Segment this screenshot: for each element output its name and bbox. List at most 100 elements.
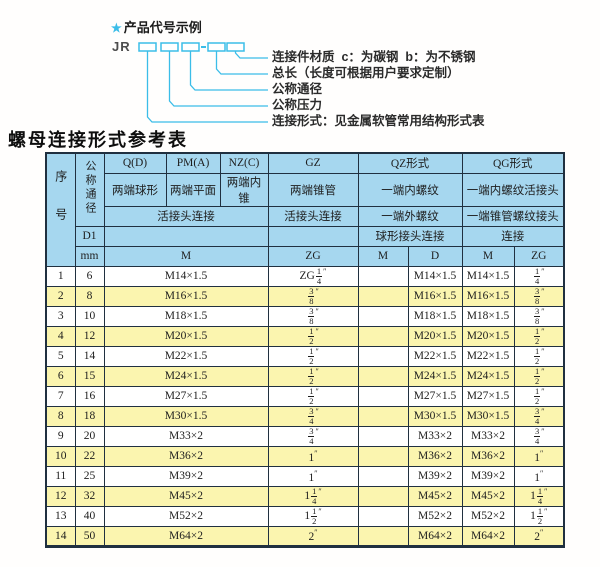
cell-qz-m	[357, 465, 409, 487]
table-row: 14 50 M64×2 2″ M64×2 M64×2 2″	[45, 525, 565, 547]
header-empty-2	[267, 225, 359, 247]
cell-dn: 6	[74, 265, 105, 287]
cell-qg-m: M24×1.5	[461, 365, 515, 387]
cell-qg-m: M36×2	[461, 445, 515, 467]
cell-seq: 9	[45, 425, 76, 447]
cell-gz-zg: 1 2 ″	[267, 365, 359, 387]
cell-dn: 40	[74, 505, 105, 527]
cell-qg-zg: 2″	[513, 525, 565, 547]
cell-seq: 13	[45, 505, 76, 527]
cell-qz-m	[357, 265, 409, 287]
label-material: 连接件材质 c：为碳钢 b：为不锈钢	[272, 50, 476, 64]
desc-qz: 一端内螺纹	[357, 172, 463, 207]
cell-m: M64×2	[103, 525, 269, 547]
cell-dn: 14	[74, 345, 105, 367]
cell-m: M24×1.5	[103, 365, 269, 387]
code-box-2	[160, 42, 179, 52]
cell-qg-zg: 1 4 ″	[513, 265, 565, 287]
code-box-1	[138, 42, 157, 52]
cell-gz-zg: ZG 1 4 ″	[267, 265, 359, 287]
table-row: 2 8 M16×1.5 3 8 ″ M16×1.5 M16×1.5 3 8 ″	[45, 285, 565, 307]
col-header-pm: PM(A)	[165, 152, 221, 174]
cell-qg-zg: 1 1 4 ″	[513, 485, 565, 507]
col-header-nz: NZ(C)	[219, 152, 269, 174]
label-connection-form: 连接形式：见金属软管常用结构形式表	[272, 114, 485, 128]
conn-qg-simple: 连接	[461, 225, 565, 247]
col-header-qz: QZ形式	[357, 152, 463, 174]
header-zg: ZG	[267, 245, 359, 267]
desc-qg: 一端内螺纹活接头	[461, 172, 565, 207]
desc-gz: 两端锥管	[267, 172, 359, 207]
cell-qg-zg: 3 8 ″	[513, 285, 565, 307]
cell-qg-zg: 3 4 ″	[513, 425, 565, 447]
connector-line-length	[215, 51, 268, 75]
cell-qg-m: M39×2	[461, 465, 515, 487]
conn-qpmnz: 活接头连接	[103, 205, 269, 227]
cell-qg-zg: 3 4 ″	[513, 405, 565, 427]
cell-qz-d: M52×2	[407, 505, 463, 527]
cell-seq: 14	[45, 525, 76, 547]
cell-qz-d: M27×1.5	[407, 385, 463, 407]
cell-seq: 2	[45, 285, 76, 307]
cell-gz-zg: 1″	[267, 465, 359, 487]
cell-seq: 6	[45, 365, 76, 387]
cell-gz-zg: 1 1 2 ″	[267, 505, 359, 527]
cell-m: M14×1.5	[103, 265, 269, 287]
table-row: 12 32 M45×2 1 1 4 ″ M45×2 M45×2 1 1 4 ″	[45, 485, 565, 507]
desc-pm: 两端平面	[165, 172, 221, 207]
connector-line-form	[146, 51, 268, 123]
cell-qg-zg: 1 2 ″	[513, 385, 565, 407]
table-row: 8 18 M30×1.5 3 4 ″ M30×1.5 M30×1.5 3 4 ″	[45, 405, 565, 427]
code-box-5	[226, 42, 245, 52]
cell-dn: 15	[74, 365, 105, 387]
connector-line-material	[234, 51, 268, 59]
header-qg-zg: ZG	[513, 245, 565, 267]
cell-qz-d: M30×1.5	[407, 405, 463, 427]
cell-qz-d: M64×2	[407, 525, 463, 547]
cell-gz-zg: 3 8 ″	[267, 285, 359, 307]
col-header-gz: GZ	[267, 152, 359, 174]
product-code-diagram	[138, 42, 268, 123]
cell-qg-m: M16×1.5	[461, 285, 515, 307]
cell-m: M16×1.5	[103, 285, 269, 307]
cell-m: M33×2	[103, 425, 269, 447]
cell-dn: 8	[74, 285, 105, 307]
table-header: 序号 公称通径 Q(D) PM(A) NZ(C) GZ QZ形式 QG形式 两端…	[45, 152, 565, 267]
desc-q: 两端球形	[103, 172, 167, 207]
cell-qz-m	[357, 425, 409, 447]
table-row: 6 15 M24×1.5 1 2 ″ M24×1.5 M24×1.5 1 2 ″	[45, 365, 565, 387]
table-body: 1 6 M14×1.5 ZG 1 4 ″ M14×1.5 M14×1.5 1 4 ″ 2 8 M16×1.5…	[45, 265, 565, 547]
conn-qg: 一端锥管螺纹接头	[461, 205, 565, 227]
cell-gz-zg: 1 2 ″	[267, 325, 359, 347]
col-header-q: Q(D)	[103, 152, 167, 174]
table-row: 4 12 M20×1.5 1 2 ″ M20×1.5 M20×1.5 1 2 ″	[45, 325, 565, 347]
header-qg-m: M	[461, 245, 515, 267]
header-empty-1	[103, 225, 269, 247]
cell-m: M27×1.5	[103, 385, 269, 407]
cell-seq: 3	[45, 305, 76, 327]
cell-qg-zg: 1″	[513, 445, 565, 467]
header-qz-m: M	[357, 245, 409, 267]
cell-m: M36×2	[103, 445, 269, 467]
cell-qg-m: M20×1.5	[461, 325, 515, 347]
cell-qg-zg: 3 8 ″	[513, 305, 565, 327]
col-header-qg: QG形式	[461, 152, 565, 174]
connector-line-diameter	[189, 51, 268, 91]
table-row: 1 6 M14×1.5 ZG 1 4 ″ M14×1.5 M14×1.5 1 4 ″	[45, 265, 565, 287]
cell-gz-zg: 3 4 ″	[267, 405, 359, 427]
cell-qz-d: M22×1.5	[407, 345, 463, 367]
cell-dn: 12	[74, 325, 105, 347]
cell-qg-m: M64×2	[461, 525, 515, 547]
header-mm: mm	[74, 245, 105, 267]
label-nominal-diameter: 公称通径	[272, 82, 323, 96]
cell-seq: 5	[45, 345, 76, 367]
cell-qz-m	[357, 525, 409, 547]
table-row: 9 20 M33×2 3 4 ″ M33×2 M33×2 3 4 ″	[45, 425, 565, 447]
connector-line-pressure	[168, 51, 268, 107]
cell-qz-m	[357, 305, 409, 327]
cell-qg-m: M45×2	[461, 485, 515, 507]
cell-qz-m	[357, 285, 409, 307]
cell-dn: 32	[74, 485, 105, 507]
cell-qz-m	[357, 505, 409, 527]
